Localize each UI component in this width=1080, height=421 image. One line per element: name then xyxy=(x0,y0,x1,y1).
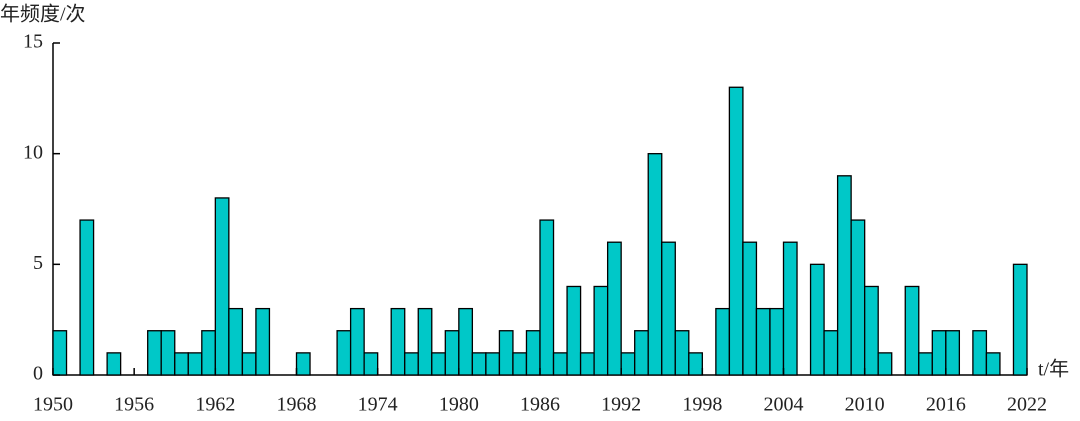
x-tick-label: 1950 xyxy=(33,394,73,416)
bar xyxy=(579,352,595,376)
bar xyxy=(147,330,162,376)
bar xyxy=(877,352,893,376)
bar xyxy=(471,352,487,376)
x-tick-label: 1956 xyxy=(114,394,154,416)
bar xyxy=(336,330,352,376)
y-tick-label: 5 xyxy=(33,252,43,274)
x-tick-label: 2010 xyxy=(845,394,885,416)
bar xyxy=(755,307,771,376)
bar xyxy=(782,241,798,376)
bar xyxy=(918,352,933,376)
bar xyxy=(525,330,541,376)
bar xyxy=(661,241,676,376)
bar xyxy=(566,285,582,376)
x-tick-label: 1992 xyxy=(601,394,641,416)
bar xyxy=(417,307,433,376)
bar xyxy=(106,352,122,376)
bar xyxy=(174,352,189,376)
bar xyxy=(823,330,839,376)
bar xyxy=(674,330,690,376)
bar xyxy=(187,352,203,376)
bar xyxy=(431,352,446,376)
bar xyxy=(985,352,1001,376)
bar xyxy=(836,175,852,376)
bar xyxy=(214,197,230,376)
bar xyxy=(295,352,311,376)
bar xyxy=(255,307,271,376)
x-tick-label: 2004 xyxy=(764,394,804,416)
bar xyxy=(728,86,744,376)
x-tick-label: 2022 xyxy=(1007,394,1047,416)
bar xyxy=(363,352,379,376)
bar xyxy=(931,330,947,376)
bar xyxy=(539,219,555,376)
y-tick-label: 0 xyxy=(33,363,43,385)
bar xyxy=(864,285,879,376)
x-tick-label: 1962 xyxy=(195,394,235,416)
bar xyxy=(444,330,460,376)
bar xyxy=(160,330,176,376)
bar xyxy=(688,352,703,376)
bar xyxy=(809,263,825,376)
bar xyxy=(742,241,758,376)
bar xyxy=(634,330,649,376)
bar xyxy=(201,330,216,376)
bar xyxy=(349,307,365,376)
bar xyxy=(606,241,622,376)
bar xyxy=(904,285,920,376)
y-tick-label: 15 xyxy=(23,31,43,53)
bar xyxy=(390,307,406,376)
bar xyxy=(1012,263,1028,376)
bar xyxy=(715,307,731,376)
bar xyxy=(972,330,988,376)
x-tick-label: 1968 xyxy=(277,394,317,416)
x-tick-label: 1974 xyxy=(358,394,398,416)
bar xyxy=(552,352,568,376)
bar xyxy=(52,330,68,376)
bar xyxy=(850,219,866,376)
x-tick-label: 1998 xyxy=(682,394,722,416)
x-axis-label: t/年 xyxy=(1038,358,1069,381)
bar xyxy=(485,352,501,376)
bar xyxy=(79,219,95,376)
bar xyxy=(512,352,528,376)
bar xyxy=(404,352,419,376)
bar xyxy=(228,307,244,376)
x-tick-label: 1980 xyxy=(439,394,479,416)
x-tick-label: 2016 xyxy=(926,394,966,416)
x-tick-label: 1986 xyxy=(520,394,560,416)
bar xyxy=(769,307,785,376)
y-axis-label: 年频度/次 xyxy=(0,3,86,26)
bar xyxy=(498,330,514,376)
bar xyxy=(620,352,636,376)
bar xyxy=(945,330,961,376)
bar xyxy=(647,153,663,376)
y-tick-label: 10 xyxy=(23,141,43,163)
bar xyxy=(593,285,609,376)
bar xyxy=(458,307,474,376)
bar xyxy=(241,352,257,376)
